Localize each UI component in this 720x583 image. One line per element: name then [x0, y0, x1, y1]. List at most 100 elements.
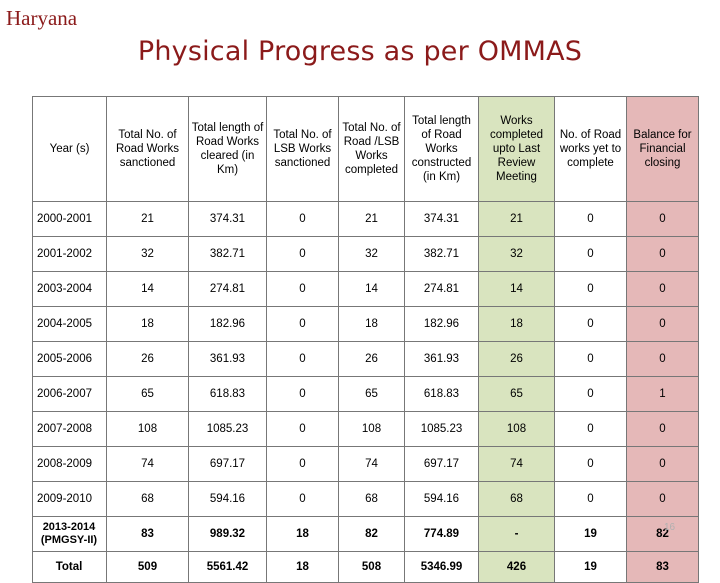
- table-row-total: Total 509 5561.42 18 508 5346.99 426 19 …: [32, 551, 699, 583]
- header-length-cleared: Total length of Road Works cleared (in K…: [188, 96, 267, 202]
- cell: 594.16: [404, 481, 479, 517]
- cell: 26: [478, 341, 555, 377]
- cell: 21: [478, 201, 555, 237]
- header-length-constructed: Total length of Road Works constructed (…: [404, 96, 479, 202]
- cell: 82: [626, 516, 699, 552]
- cell-year: 2006-2007: [32, 376, 107, 412]
- cell: 509: [106, 551, 189, 583]
- header-road-works-sanctioned: Total No. of Road Works sanctioned: [106, 96, 189, 202]
- cell-year: 2001-2002: [32, 236, 107, 272]
- table-row: 2006-2007 65 618.83 0 65 618.83 65 0 1: [32, 376, 699, 412]
- state-name: Haryana: [6, 6, 78, 30]
- physical-progress-table: Year (s) Total No. of Road Works sanctio…: [32, 96, 699, 583]
- cell: 0: [266, 236, 339, 272]
- cell: 508: [338, 551, 405, 583]
- cell: 18: [106, 306, 189, 342]
- slide-title: Physical Progress as per OMMAS: [137, 36, 583, 67]
- cell: 108: [338, 411, 405, 447]
- table-row: 2001-2002 32 382.71 0 32 382.71 32 0 0: [32, 236, 699, 272]
- header-yet-to-complete: No. of Road works yet to complete: [554, 96, 627, 202]
- cell-year: 2013-2014 (PMGSY-II): [32, 516, 107, 552]
- cell: 274.81: [188, 271, 267, 307]
- cell: 0: [554, 341, 627, 377]
- cell: 82: [338, 516, 405, 552]
- cell: 697.17: [404, 446, 479, 482]
- cell: 0: [626, 271, 699, 307]
- cell: 18: [478, 306, 555, 342]
- cell: 108: [106, 411, 189, 447]
- cell: 382.71: [188, 236, 267, 272]
- cell: 21: [106, 201, 189, 237]
- cell: 382.71: [404, 236, 479, 272]
- cell: 0: [626, 201, 699, 237]
- cell: 374.31: [404, 201, 479, 237]
- cell: 0: [554, 376, 627, 412]
- cell: 0: [554, 201, 627, 237]
- cell: 0: [266, 481, 339, 517]
- cell: 68: [478, 481, 555, 517]
- cell: 0: [554, 271, 627, 307]
- cell: 21: [338, 201, 405, 237]
- cell: 83: [106, 516, 189, 552]
- cell: 0: [266, 201, 339, 237]
- header-lsb-sanctioned: Total No. of LSB Works sanctioned: [266, 96, 339, 202]
- cell: 74: [478, 446, 555, 482]
- cell: 0: [266, 306, 339, 342]
- cell: 426: [478, 551, 555, 583]
- cell: 18: [266, 551, 339, 583]
- cell: 618.83: [404, 376, 479, 412]
- table-row-pmgsy-ii: 2013-2014 (PMGSY-II) 83 989.32 18 82 774…: [32, 516, 699, 552]
- cell: 32: [478, 236, 555, 272]
- cell: 19: [554, 516, 627, 552]
- cell: 18: [338, 306, 405, 342]
- cell-year: 2008-2009: [32, 446, 107, 482]
- table-row: 2008-2009 74 697.17 0 74 697.17 74 0 0: [32, 446, 699, 482]
- cell-year: 2003-2004: [32, 271, 107, 307]
- cell: 74: [106, 446, 189, 482]
- cell: 1085.23: [404, 411, 479, 447]
- cell: 361.93: [404, 341, 479, 377]
- cell: 0: [554, 481, 627, 517]
- cell: 68: [338, 481, 405, 517]
- cell: -: [478, 516, 555, 552]
- cell: 0: [266, 446, 339, 482]
- cell: 0: [266, 271, 339, 307]
- cell-year: 2009-2010: [32, 481, 107, 517]
- cell: 0: [554, 306, 627, 342]
- cell: 65: [106, 376, 189, 412]
- cell: 0: [626, 411, 699, 447]
- cell: 182.96: [188, 306, 267, 342]
- table-row: 2004-2005 18 182.96 0 18 182.96 18 0 0: [32, 306, 699, 342]
- cell: 0: [266, 341, 339, 377]
- cell-year: 2007-2008: [32, 411, 107, 447]
- cell: 74: [338, 446, 405, 482]
- header-completed-upto-review: Works completed upto Last Review Meeting: [478, 96, 555, 202]
- cell: 0: [626, 446, 699, 482]
- header-balance-financial-closing: Balance for Financial closing: [626, 96, 699, 202]
- cell: 0: [626, 341, 699, 377]
- cell: 274.81: [404, 271, 479, 307]
- cell-year: 2004-2005: [32, 306, 107, 342]
- cell: 989.32: [188, 516, 267, 552]
- table-row: 2005-2006 26 361.93 0 26 361.93 26 0 0: [32, 341, 699, 377]
- cell: 14: [478, 271, 555, 307]
- table-row: 2007-2008 108 1085.23 0 108 1085.23 108 …: [32, 411, 699, 447]
- cell: 14: [106, 271, 189, 307]
- cell: 0: [626, 236, 699, 272]
- cell: 14: [338, 271, 405, 307]
- cell: 5561.42: [188, 551, 267, 583]
- cell: 108: [478, 411, 555, 447]
- cell: 361.93: [188, 341, 267, 377]
- cell-year: 2005-2006: [32, 341, 107, 377]
- cell: 374.31: [188, 201, 267, 237]
- cell: 5346.99: [404, 551, 479, 583]
- cell: 1085.23: [188, 411, 267, 447]
- cell-total-label: Total: [32, 551, 107, 583]
- cell: 68: [106, 481, 189, 517]
- header-year: Year (s): [32, 96, 107, 202]
- header-works-completed: Total No. of Road /LSB Works completed: [338, 96, 405, 202]
- cell-year: 2000-2001: [32, 201, 107, 237]
- cell: 0: [554, 411, 627, 447]
- cell: 0: [626, 481, 699, 517]
- cell: 18: [266, 516, 339, 552]
